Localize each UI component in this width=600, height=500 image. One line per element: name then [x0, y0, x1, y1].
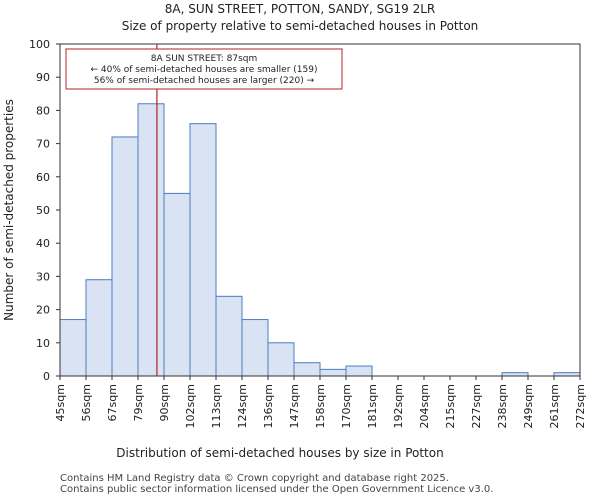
x-tick-label: 158sqm [314, 384, 327, 428]
annotation-text: 8A SUN STREET: 87sqm [151, 54, 258, 64]
y-tick-label: 0 [43, 370, 50, 383]
chart-subtitle: Size of property relative to semi-detach… [121, 19, 479, 33]
histogram-chart: 0 10 20 30 40 50 60 70 80 90 100 45sqm 56sqm 67sqm 79… [2, 38, 587, 460]
x-tick-label: 79sqm [132, 384, 145, 421]
y-tick-label: 50 [36, 204, 50, 217]
histogram-bar [189, 123, 217, 377]
y-tick-label: 10 [36, 337, 50, 350]
footer-copyright: Contains HM Land Registry data © Crown c… [60, 473, 449, 484]
x-tick-label: 204sqm [418, 384, 431, 428]
y-tick-label: 80 [36, 104, 50, 117]
histogram-bar [111, 136, 139, 377]
x-tick-label: 90sqm [158, 384, 171, 421]
chart-title: 8A, SUN STREET, POTTON, SANDY, SG19 2LR [164, 2, 436, 16]
y-tick-label: 90 [36, 71, 50, 84]
histogram-bar [319, 368, 347, 377]
histogram-bar [215, 295, 243, 377]
x-tick-label: 56sqm [80, 384, 93, 421]
histogram-bar [267, 342, 295, 377]
y-tick-label: 100 [29, 38, 50, 51]
x-tick-label: 238sqm [496, 384, 509, 428]
x-tick-label: 249sqm [522, 384, 535, 428]
histogram-bar [163, 192, 191, 377]
y-tick-label: 30 [36, 270, 50, 283]
y-axis-label: Number of semi-detached properties [2, 99, 16, 321]
histogram-bar [85, 279, 113, 377]
annotation-box [65, 48, 343, 90]
x-tick-label: 113sqm [210, 384, 223, 428]
y-tick-label: 20 [36, 304, 50, 317]
annotation-text: ← 40% of semi-detached houses are smalle… [91, 65, 318, 75]
x-tick-label: 45sqm [54, 384, 67, 421]
x-tick-label: 261sqm [548, 384, 561, 428]
x-tick-label: 170sqm [340, 384, 353, 428]
y-tick-label: 70 [36, 138, 50, 151]
x-tick-label: 102sqm [184, 384, 197, 428]
x-tick-label: 136sqm [262, 384, 275, 428]
x-tick-label: 215sqm [444, 384, 457, 428]
histogram-bar [241, 319, 269, 377]
x-tick-label: 124sqm [236, 384, 249, 428]
x-tick-label: 272sqm [574, 384, 587, 428]
x-tick-label: 147sqm [288, 384, 301, 428]
annotation-text: 56% of semi-detached houses are larger (… [94, 76, 315, 86]
histogram-bar [345, 365, 373, 377]
histogram-bar [293, 362, 321, 377]
y-tick-label: 40 [36, 237, 50, 250]
histogram-bar [137, 103, 165, 377]
y-tick-label: 60 [36, 171, 50, 184]
x-tick-label: 181sqm [366, 384, 379, 428]
x-axis-label: Distribution of semi-detached houses by … [116, 446, 443, 460]
footer-licence: Contains public sector information licen… [60, 484, 494, 495]
x-tick-label: 227sqm [470, 384, 483, 428]
histogram-bar [59, 319, 87, 377]
x-tick-label: 192sqm [392, 384, 405, 428]
x-tick-label: 67sqm [106, 384, 119, 421]
